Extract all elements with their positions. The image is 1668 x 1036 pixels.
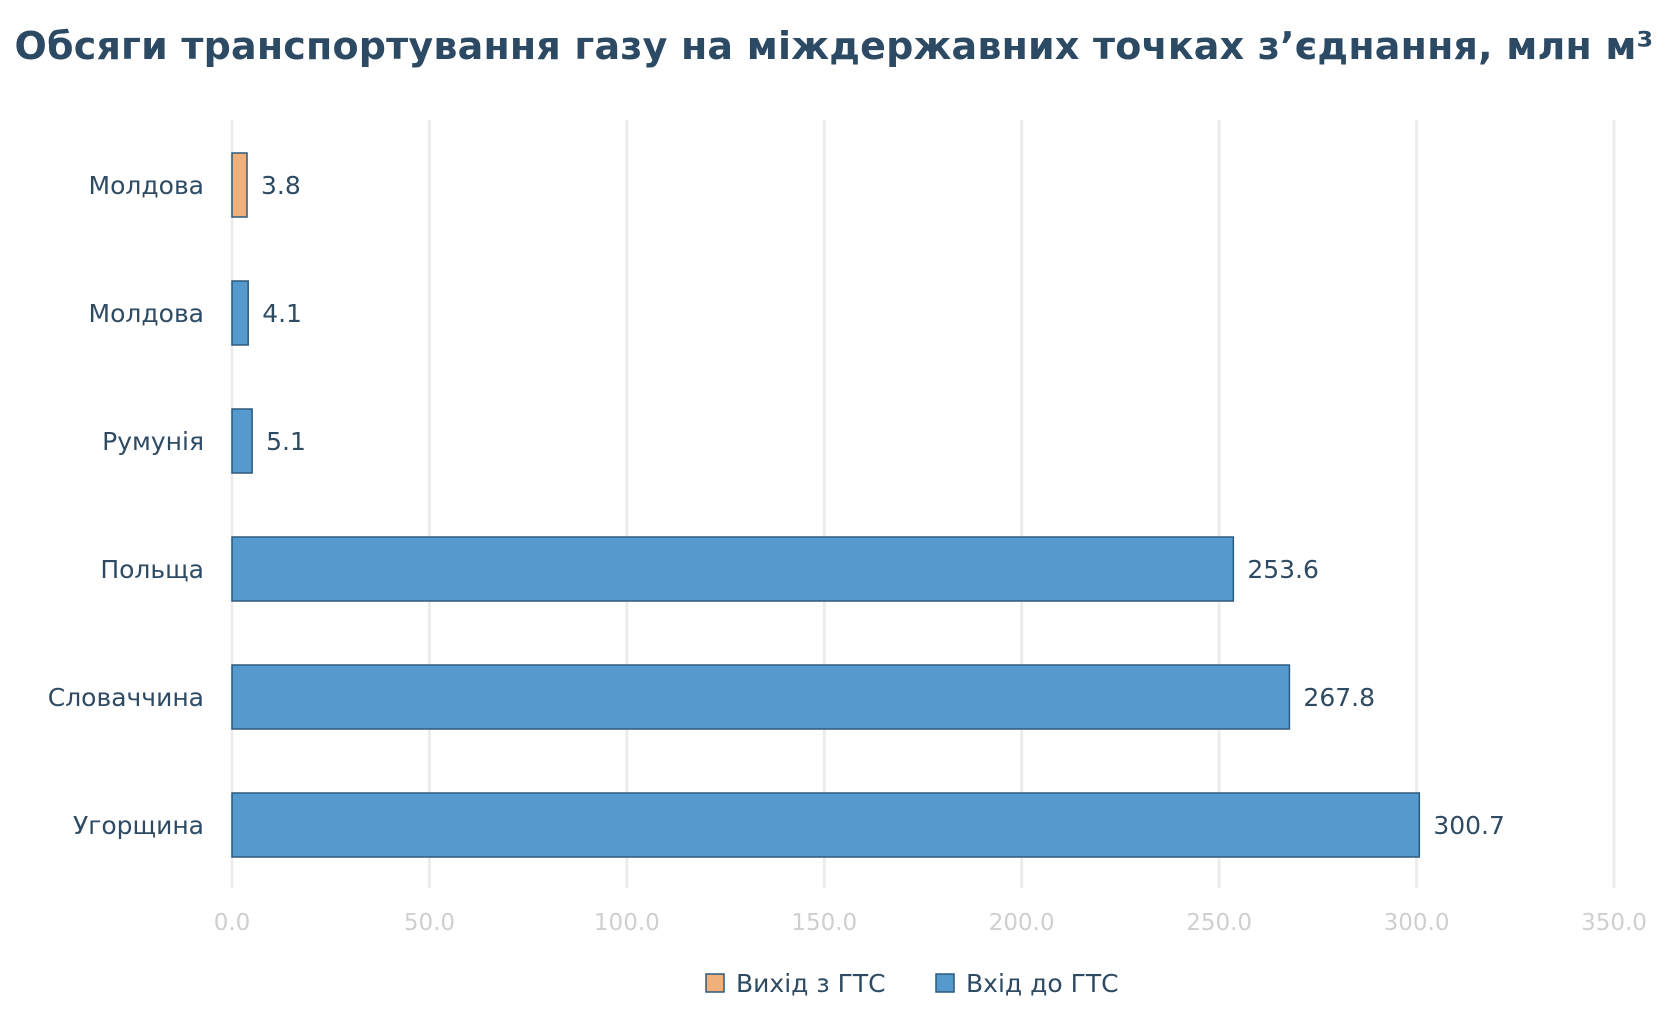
x-tick-label: 50.0 [404,910,455,936]
x-tick-label: 200.0 [989,910,1055,936]
x-tick-label: 350.0 [1581,910,1647,936]
bar [231,664,1291,730]
grid-layer [230,120,1616,888]
data-label: 3.8 [261,171,301,200]
legend-label: Вихід з ГТС [736,969,886,998]
legend-label: Вхід до ГТС [966,969,1119,998]
x-tick-label: 150.0 [791,910,857,936]
category-label: Молдова [89,299,204,328]
bar [231,536,1235,602]
chart-title: Обсяги транспортування газу на міждержав… [14,24,1654,68]
bar [231,280,249,346]
data-label: 300.7 [1433,811,1505,840]
category-label: Польща [100,555,204,584]
data-label: 5.1 [266,427,306,456]
bar-layer [231,152,1421,858]
data-label: 4.1 [262,299,302,328]
legend-swatch [935,973,955,993]
legend-swatch [705,973,725,993]
category-label: Молдова [89,171,204,200]
x-tick-label: 250.0 [1186,910,1252,936]
x-tick-label: 0.0 [214,910,251,936]
category-label: Румунія [102,427,204,456]
x-tick-label: 300.0 [1384,910,1450,936]
legend: Вихід з ГТС Вхід до ГТС [705,969,1119,998]
label-layer: Молдова 3.8 Молдова 4.1 Румунія 5.1 Польща 253.… [48,171,1505,840]
x-tick-label: 100.0 [594,910,660,936]
data-label: 253.6 [1247,555,1319,584]
bar [231,408,253,474]
category-label: Угорщина [73,811,204,840]
x-axis-ticks: 0.0 50.0 100.0 150.0 200.0 250.0 300.0 350.0 [214,910,1647,936]
data-label: 267.8 [1303,683,1375,712]
bar [231,792,1421,858]
category-label: Словаччина [48,683,204,712]
bar [231,152,248,218]
